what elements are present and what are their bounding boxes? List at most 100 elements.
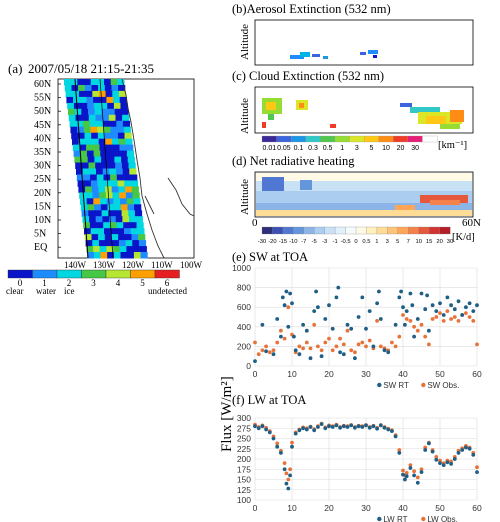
- swath-cell: [114, 204, 122, 211]
- swath-cell: [88, 114, 96, 122]
- swath-cell: [102, 120, 111, 128]
- data-point: [423, 334, 428, 339]
- swath-cell: [107, 102, 115, 110]
- data-point: [334, 295, 339, 300]
- data-point: [415, 328, 420, 333]
- x-tick-label: 20: [324, 369, 334, 379]
- swath-cell: [118, 138, 126, 146]
- swath-cell: [88, 108, 96, 116]
- swath-cell: [112, 90, 120, 98]
- swath-cell: [118, 240, 127, 247]
- lon-tick-label: 100W: [180, 260, 203, 270]
- data-point: [297, 428, 302, 433]
- cbar-label-ice: ice: [64, 286, 75, 296]
- data-point: [377, 289, 381, 294]
- swath-cell: [88, 210, 96, 217]
- y-tick-label: 125: [237, 485, 251, 495]
- swath-cell: [134, 210, 143, 217]
- swath-cell: [73, 150, 81, 158]
- data-point: [471, 309, 476, 313]
- swath-cell: [111, 186, 119, 193]
- data-point: [475, 470, 479, 474]
- x-tick-label: 30: [361, 369, 371, 379]
- swath-cell: [117, 228, 125, 235]
- y-tick-label: 150: [237, 475, 251, 485]
- swath-cell: [94, 210, 103, 217]
- data-point: [308, 356, 313, 361]
- data-point: [460, 313, 465, 317]
- latitude-ticks: 60N 55N 50N 45N 40N 35N 30N 25N 20N 15N 10N 5N EQ: [34, 79, 61, 253]
- data-point: [415, 317, 420, 321]
- swath-cell: [119, 192, 127, 199]
- swath-cell: [85, 90, 93, 98]
- data-point: [286, 477, 291, 482]
- data-point: [378, 344, 383, 349]
- swath-cell: [99, 96, 107, 104]
- swath-cell: [82, 114, 90, 122]
- data-point: [403, 477, 407, 482]
- swath-cell: [106, 150, 115, 158]
- data-point: [378, 317, 383, 321]
- colorbar-tick-label: 10: [415, 239, 421, 245]
- data-point: [449, 462, 453, 466]
- swath-cell: [110, 174, 118, 181]
- data-point: [467, 301, 472, 306]
- swath-cell: [92, 138, 100, 146]
- swath-cell: [110, 126, 118, 134]
- colorbar-swatch: [408, 226, 420, 235]
- y-tick-label: 250: [237, 434, 251, 444]
- swath-cell: [120, 150, 128, 158]
- swath-cell: [102, 168, 110, 175]
- lat-tick-label: 55N: [34, 93, 51, 104]
- swath-cell: [112, 138, 120, 146]
- data-point: [438, 311, 442, 315]
- swath-cell: [85, 138, 93, 146]
- colorbar-swatch: [345, 226, 357, 235]
- swath-cell: [118, 234, 126, 241]
- data-point: [286, 324, 291, 329]
- panel-e: (e) SW at TOA 0 200 400 600 800 1000 0 10 20 30 40…: [232, 250, 482, 390]
- swath-cell: [79, 144, 87, 152]
- lat-tick-label: 15N: [34, 201, 51, 212]
- data-point: [286, 305, 291, 310]
- swath-cell: [114, 210, 123, 217]
- lat-tick-label: 35N: [34, 147, 51, 158]
- swath-cell: [136, 222, 144, 229]
- data-point: [327, 336, 331, 341]
- panel-a-colorbar: [7, 269, 180, 279]
- swath-cell: [115, 162, 123, 169]
- swath-cell: [86, 246, 94, 253]
- swath-cell: [110, 79, 118, 86]
- swath-cell: [112, 240, 120, 247]
- swath-cell: [94, 204, 102, 211]
- data-point: [292, 334, 296, 339]
- swath-cell: [127, 156, 135, 164]
- data-point: [308, 346, 313, 351]
- colorbar-swatch: [393, 135, 409, 143]
- data-point: [375, 319, 379, 323]
- swath-cell: [101, 162, 110, 169]
- swath-cell: [115, 216, 123, 223]
- data-point: [284, 471, 289, 476]
- swath-cell: [139, 246, 147, 253]
- swath-cell: [93, 198, 101, 205]
- swath-cell: [129, 216, 137, 223]
- panel-b: (b)Aerosol Extinction (532 nm) Altitude: [232, 2, 474, 66]
- swath-cell: [92, 144, 100, 152]
- swath-cell: [73, 102, 82, 110]
- heating-field: [256, 173, 472, 216]
- swath-cell: [78, 85, 86, 92]
- swath-cell: [66, 96, 74, 104]
- swath-cell: [124, 228, 132, 235]
- data-point: [253, 424, 257, 429]
- swath-cell: [94, 108, 102, 116]
- data-point: [338, 350, 342, 355]
- panel-d-unit: [K/d]: [452, 232, 475, 243]
- colorbar-tick-label: 3: [91, 278, 96, 288]
- swath-cell: [108, 162, 116, 169]
- cbar-label-undetected: undetected: [148, 286, 187, 296]
- data-point: [327, 303, 331, 308]
- colorbar-tick-label: -15: [279, 239, 287, 245]
- data-point: [360, 425, 365, 429]
- swath-cell: [109, 120, 117, 128]
